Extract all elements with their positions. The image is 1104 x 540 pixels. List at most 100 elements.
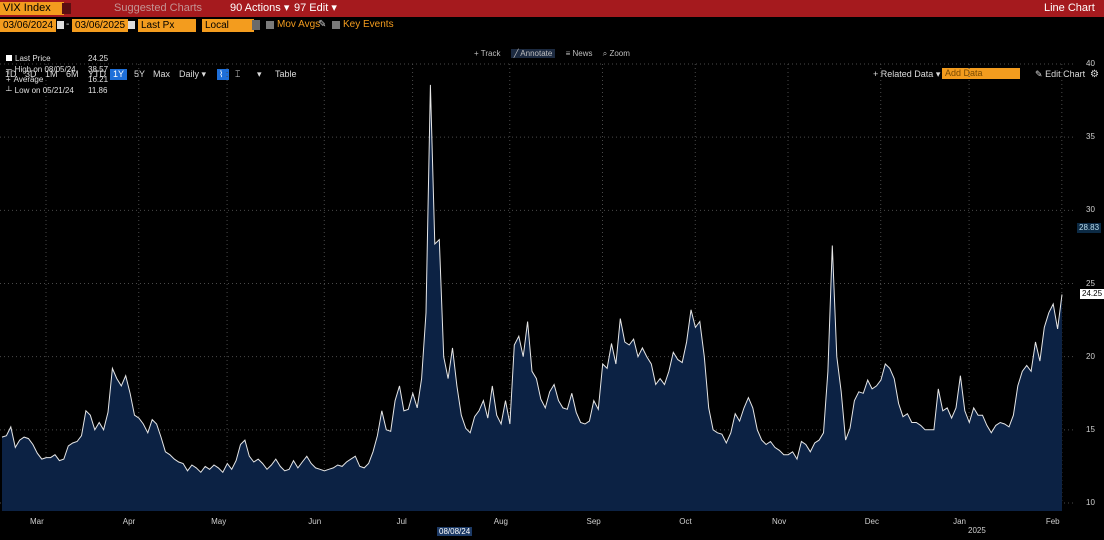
period-1m[interactable]: 1M: [45, 69, 58, 79]
y-tick-label: 35: [1086, 132, 1095, 142]
news-tool[interactable]: ≡ News: [566, 49, 593, 58]
x-tick-label: Nov: [772, 517, 787, 526]
average-value: 16.21: [88, 75, 109, 84]
dropdown-arrow-icon: ▾: [935, 69, 941, 79]
y-tick-label: 30: [1086, 205, 1095, 215]
zoom-icon: ⌕: [602, 49, 608, 58]
actions-menu[interactable]: 90 Actions ▾: [226, 1, 293, 16]
ticker-field[interactable]: VIX Index: [0, 2, 64, 15]
mov-avgs-label[interactable]: Mov Avgs: [277, 19, 321, 30]
calendar-icon[interactable]: [57, 21, 64, 29]
annotate-tool[interactable]: ╱ Annotate: [510, 49, 556, 58]
x-tick-label: Dec: [864, 517, 879, 526]
suggested-charts-button[interactable]: Suggested Charts: [114, 2, 203, 14]
end-date-field[interactable]: 03/06/2025: [72, 19, 129, 32]
mov-avgs-checkbox[interactable]: [266, 21, 274, 29]
dropdown-arrow-icon: ▾: [201, 69, 207, 79]
chart-style-icon[interactable]: ⌶: [235, 69, 241, 79]
frequency-selector[interactable]: Daily ▾: [176, 69, 209, 80]
currency-selector[interactable]: Local CCY: [202, 19, 254, 44]
period-1d[interactable]: 1D: [5, 69, 17, 79]
news-icon: ≡: [565, 49, 571, 58]
x-tick-label: Sep: [586, 517, 601, 526]
edit-chart-button[interactable]: ✎ Edit Chart: [1032, 69, 1088, 80]
date-separator: -: [66, 19, 70, 30]
actions-label: 90 Actions: [230, 2, 281, 14]
add-data-input[interactable]: Add Data: [942, 68, 1020, 79]
crosshair-icon: +: [474, 49, 479, 58]
dropdown-arrow-icon: ▾: [331, 2, 337, 14]
low-icon: ┴: [6, 85, 12, 95]
chart-type-title: Line Chart: [1044, 2, 1095, 14]
high-label: High on 08/05/24: [14, 64, 76, 74]
x-tick-label: May: [211, 517, 227, 526]
price-chart[interactable]: [0, 47, 1104, 540]
y-tick-label: 40: [1086, 59, 1095, 68]
period-max[interactable]: Max: [153, 69, 171, 79]
period-bar: 1D 3D 1M 6M YTD 1Y 5Y Max Daily ▾ ⌇ ⌶ ▾ Table +…: [0, 34, 1104, 80]
track-tool[interactable]: + Track: [474, 49, 500, 58]
title-bar: VIX Index Suggested Charts 90 Actions ▾ …: [0, 0, 1104, 17]
pencil-icon[interactable]: ✎: [318, 19, 327, 30]
ticker-dropdown-icon[interactable]: [62, 3, 71, 14]
x-tick-label: Apr: [122, 517, 136, 526]
y-tick-label: 10: [1086, 498, 1095, 507]
x-tick-label: Aug: [493, 517, 508, 526]
zoom-tool[interactable]: ⌕ Zoom: [603, 49, 630, 58]
controls-bar: 03/06/2024 - 03/06/2025 Last Px Local CC…: [0, 17, 1104, 44]
average-label: Average: [13, 75, 44, 84]
frequency-label: Daily: [179, 69, 200, 79]
key-events-label[interactable]: Key Events: [343, 19, 394, 30]
news-label: News: [572, 49, 593, 58]
period-6m[interactable]: 6M: [66, 69, 79, 79]
edit-label: 97 Edit: [294, 2, 329, 14]
chart-style-dropdown-icon[interactable]: ▾: [257, 69, 262, 79]
period-ytd[interactable]: YTD: [88, 69, 106, 79]
start-date-field[interactable]: 03/06/2024: [0, 19, 57, 32]
price-line: [1, 84, 1063, 474]
y-tick-label: 20: [1086, 351, 1095, 361]
field-selector[interactable]: Last Px: [138, 19, 196, 32]
table-button[interactable]: Table: [275, 69, 297, 79]
related-data-menu[interactable]: + Related Data ▾: [870, 69, 943, 80]
legend-low: ┴ Low on 05/21/24 11.86: [6, 85, 107, 97]
y-tick-label: 25: [1086, 278, 1095, 288]
x-tick-label: Jan: [953, 517, 966, 526]
pencil-icon: ╱: [513, 49, 519, 58]
x-tick-label: Oct: [679, 517, 692, 526]
pencil-icon: ✎: [1035, 69, 1043, 79]
year-label: 2025: [968, 526, 986, 535]
related-data-label: + Related Data: [873, 69, 934, 79]
line-style-icon[interactable]: ⌇: [217, 69, 229, 80]
average-icon: +: [6, 75, 11, 84]
last-value-badge: 24.25: [1080, 289, 1104, 299]
y-tick-label: 15: [1086, 424, 1095, 434]
period-5y[interactable]: 5Y: [134, 69, 146, 79]
x-tick-label: Mar: [30, 517, 44, 526]
last-price-value: 24.25: [88, 54, 109, 63]
edit-menu[interactable]: 97 Edit ▾: [290, 1, 341, 16]
zoom-label: Zoom: [609, 49, 630, 58]
prev-value-badge: 28.83: [1077, 223, 1102, 233]
gear-icon[interactable]: ⚙: [1090, 69, 1099, 80]
x-tick-label: Feb: [1045, 517, 1060, 526]
last-price-label: Last Price: [15, 54, 51, 63]
key-events-checkbox[interactable]: [332, 21, 340, 29]
calendar-icon[interactable]: [128, 21, 135, 29]
last-price-swatch[interactable]: [6, 55, 12, 61]
legend: Last Price 24.25 ┬ High on 08/05/24 38.57 +…: [6, 54, 108, 97]
edit-chart-label: Edit Chart: [1045, 69, 1086, 79]
high-value: 38.57: [88, 64, 109, 74]
hover-date-label: 08/08/24: [437, 527, 473, 536]
period-1y[interactable]: 1Y: [110, 69, 128, 80]
currency-dropdown-icon[interactable]: [252, 20, 260, 30]
legend-average: + Average 16.21: [6, 75, 108, 86]
high-icon: ┬: [6, 64, 12, 74]
dropdown-arrow-icon: ▾: [283, 2, 290, 14]
period-3d[interactable]: 3D: [25, 69, 37, 79]
track-label: Track: [480, 49, 501, 58]
legend-high: ┬ High on 08/05/24 38.57: [6, 64, 108, 76]
low-value: 11.86: [88, 85, 108, 95]
low-label: Low on 05/21/24: [14, 85, 74, 95]
price-area-fill: [2, 84, 1062, 512]
